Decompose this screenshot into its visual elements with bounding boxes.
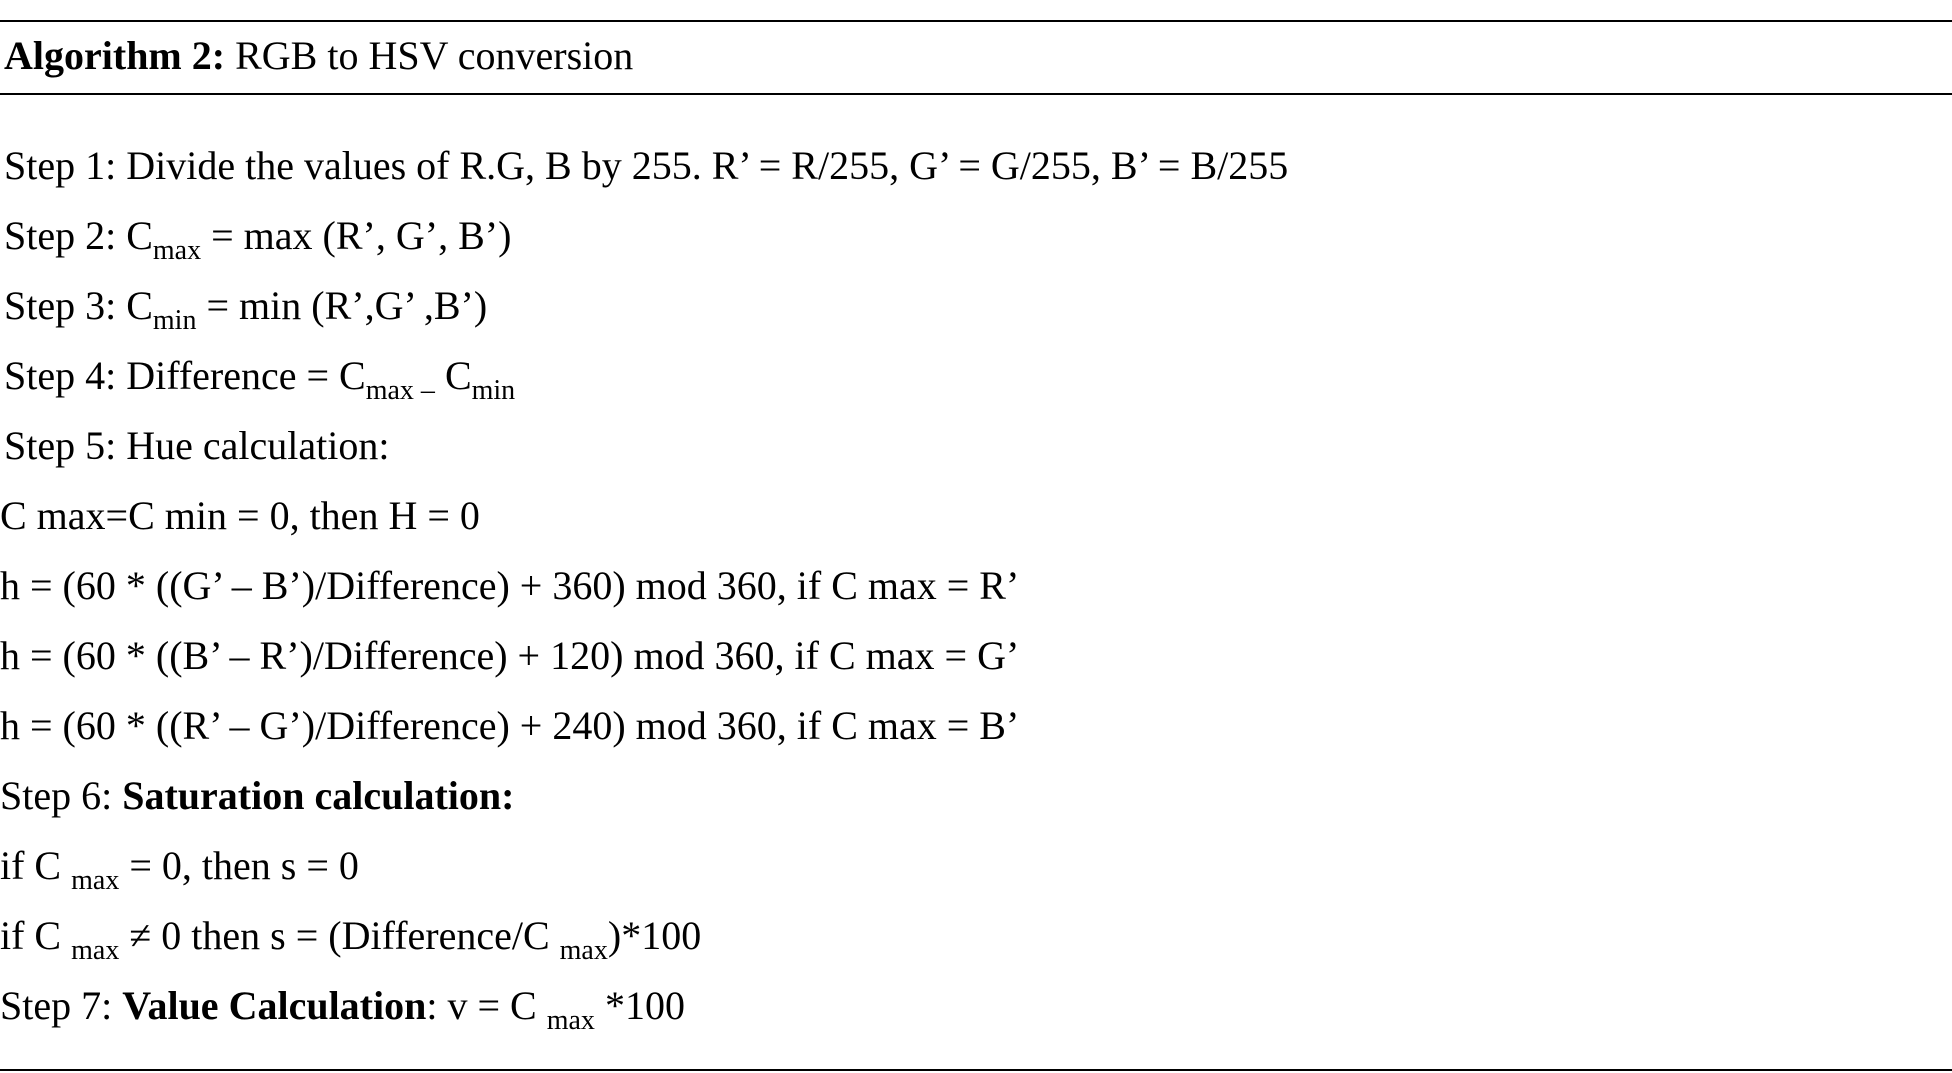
sat-2-formula: ≠ 0 then s = (Difference/C xyxy=(119,913,560,958)
hue-r-formula: h = (60 * ((G’ – B’)/Difference) + 360) … xyxy=(0,563,1020,608)
step-6: Step 6: Saturation calculation: xyxy=(0,772,514,820)
step-5: Step 5: Hue calculation: xyxy=(4,422,389,470)
sat-1-subscript: max xyxy=(71,865,120,896)
step-4-c: C xyxy=(434,353,472,398)
step-2-formula: = max (R’, G’, B’) xyxy=(201,213,512,258)
step-7-heading: Value Calculation xyxy=(122,983,427,1028)
saturation-line-1: if C max = 0, then s = 0 xyxy=(0,842,359,895)
hue-line-b: h = (60 * ((R’ – G’)/Difference) + 240) … xyxy=(0,702,1019,750)
sat-2-text: if C xyxy=(0,913,72,958)
top-rule xyxy=(0,20,1952,22)
step-4-subscript-min: min xyxy=(471,375,516,406)
step-2: Step 2: Cmax = max (R’, G’, B’) xyxy=(4,212,512,265)
hue-line-r: h = (60 * ((G’ – B’)/Difference) + 360) … xyxy=(0,562,1019,610)
algorithm-header: Algorithm 2: RGB to HSV conversion xyxy=(4,32,633,80)
hue-g-formula: h = (60 * ((B’ – R’)/Difference) + 120) … xyxy=(0,633,1020,678)
step-4-text: Step 4: Difference = C xyxy=(4,353,366,398)
step-7: Step 7: Value Calculation: v = C max *10… xyxy=(0,982,685,1035)
step-7-formula: : v = C xyxy=(426,983,547,1028)
step-3-text: Step 3: C xyxy=(4,283,153,328)
step-3: Step 3: Cmin = min (R’,G’ ,B’) xyxy=(4,282,488,335)
step-1: Step 1: Divide the values of R.G, B by 2… xyxy=(4,142,1288,190)
sat-2-subscript: max xyxy=(71,935,120,966)
hue-line-g: h = (60 * ((B’ – R’)/Difference) + 120) … xyxy=(0,632,1019,680)
step-3-subscript: min xyxy=(152,305,197,336)
hue-zero-text: C max=C min = 0, then H = 0 xyxy=(0,493,480,538)
step-7-subscript: max xyxy=(546,1005,595,1036)
algorithm-label: Algorithm 2: xyxy=(4,33,226,78)
algorithm-title: RGB to HSV conversion xyxy=(235,33,634,78)
sat-1-text: if C xyxy=(0,843,72,888)
step-3-formula: = min (R’,G’ ,B’) xyxy=(196,283,488,328)
sat-2-tail: )*100 xyxy=(607,913,702,958)
step-1-text: Step 1: Divide the values of R.G, B by 2… xyxy=(4,143,1289,188)
step-2-subscript: max xyxy=(152,235,202,266)
header-rule xyxy=(0,93,1952,95)
bottom-rule xyxy=(0,1069,1952,1071)
step-4-subscript-max: max – xyxy=(365,375,435,406)
hue-b-formula: h = (60 * ((R’ – G’)/Difference) + 240) … xyxy=(0,703,1020,748)
step-4: Step 4: Difference = Cmax – Cmin xyxy=(4,352,515,405)
saturation-line-2: if C max ≠ 0 then s = (Difference/C max)… xyxy=(0,912,702,965)
step-2-text: Step 2: C xyxy=(4,213,153,258)
step-7-text: Step 7: xyxy=(0,983,123,1028)
step-5-text: Step 5: Hue calculation: xyxy=(4,423,390,468)
hue-line-0: C max=C min = 0, then H = 0 xyxy=(0,492,480,540)
step-6-heading: Saturation calculation: xyxy=(122,773,515,818)
sat-2-subscript-2: max xyxy=(559,935,608,966)
step-6-text: Step 6: xyxy=(0,773,123,818)
step-7-tail: *100 xyxy=(594,983,685,1028)
sat-1-formula: = 0, then s = 0 xyxy=(119,843,359,888)
